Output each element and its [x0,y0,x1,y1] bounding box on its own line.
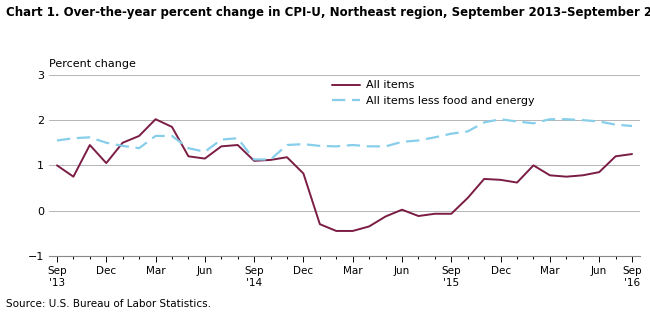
All items [398,208,406,212]
All items [447,212,455,216]
All items less food and energy [102,141,110,145]
All items [546,173,554,177]
All items less food and energy [579,118,587,122]
All items [431,212,439,216]
All items less food and energy [316,144,324,148]
All items less food and energy [119,144,127,148]
All items [234,143,242,147]
All items [332,229,340,233]
All items [562,175,570,178]
All items [415,214,422,218]
Text: Source: U.S. Bureau of Labor Statistics.: Source: U.S. Bureau of Labor Statistics. [6,299,211,309]
All items [628,152,636,156]
All items less food and energy [382,144,389,148]
All items [316,222,324,226]
All items [70,175,77,178]
All items [300,172,307,175]
All items [250,159,258,163]
All items [464,196,472,200]
All items less food and energy [464,129,472,133]
All items less food and energy [300,142,307,146]
All items [595,170,603,174]
All items less food and energy [332,144,340,148]
All items less food and energy [398,140,406,144]
All items less food and energy [415,139,422,142]
All items less food and energy [135,146,143,150]
All items [612,154,619,158]
All items less food and energy [53,139,61,142]
All items [530,163,538,167]
All items less food and energy [612,123,619,127]
All items less food and energy [480,120,488,124]
All items less food and energy [431,135,439,139]
All items less food and energy [266,158,274,161]
All items [349,229,357,233]
All items [579,173,587,177]
All items less food and energy [595,119,603,123]
All items less food and energy [185,146,192,150]
Legend: All items, All items less food and energy: All items, All items less food and energ… [332,80,534,106]
All items [382,215,389,218]
All items [266,158,274,162]
All items less food and energy [168,134,176,138]
All items less food and energy [447,132,455,135]
All items less food and energy [217,138,225,141]
All items less food and energy [349,143,357,147]
All items less food and energy [628,124,636,128]
All items [217,144,225,148]
All items [102,161,110,165]
Text: Percent change: Percent change [49,59,136,69]
All items [185,154,192,158]
All items [135,134,143,138]
All items [119,141,127,145]
All items less food and energy [530,121,538,125]
All items less food and energy [283,143,291,147]
All items [201,157,209,160]
All items less food and energy [86,135,94,139]
All items less food and energy [70,136,77,140]
All items [53,163,61,167]
All items less food and energy [250,158,258,161]
All items [480,177,488,181]
All items [513,181,521,184]
All items less food and energy [562,117,570,121]
All items less food and energy [201,150,209,154]
All items [151,117,159,121]
All items [168,125,176,129]
All items [497,178,504,182]
All items less food and energy [151,134,159,138]
Text: Chart 1. Over-the-year percent change in CPI-U, Northeast region, September 2013: Chart 1. Over-the-year percent change in… [6,6,650,19]
All items less food and energy [546,117,554,121]
All items less food and energy [513,119,521,123]
All items less food and energy [234,136,242,140]
All items [86,143,94,147]
All items [283,155,291,159]
All items less food and energy [365,144,373,148]
All items [365,225,373,228]
Line: All items less food and energy: All items less food and energy [57,119,632,159]
Line: All items: All items [57,119,632,231]
All items less food and energy [497,117,504,121]
